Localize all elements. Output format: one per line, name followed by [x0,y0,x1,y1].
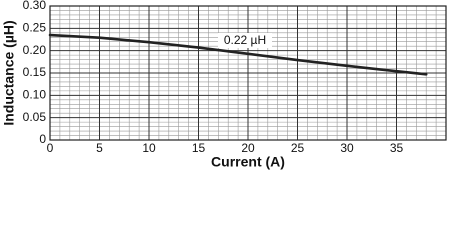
annotation-background [218,33,272,48]
x-tick-label: 15 [192,141,206,155]
chart: Current (A) Inductance (µH) 0 5 10 15 20 25 30… [1,0,447,170]
y-tick-label: 0.20 [23,43,47,57]
y-tick-label: 0.15 [23,65,47,79]
y-tick-label: 0 [39,132,46,146]
y-axis-title: Inductance (µH) [1,20,17,125]
plot-frame [49,5,447,141]
x-tick-label: 20 [241,141,255,155]
x-tick-label: 35 [390,141,404,155]
y-tick-label: 0.25 [23,21,47,35]
x-tick-label: 0 [47,141,54,155]
y-tick-label: 0.10 [23,88,47,102]
line-label: 0.22 µH [224,33,266,47]
x-tick-label: 25 [291,141,305,155]
y-tick-label: 0.30 [23,0,47,12]
y-tick-label: 0.05 [23,110,47,124]
x-tick-label: 30 [340,141,354,155]
x-tick-label: 10 [142,141,156,155]
x-tick-label: 5 [96,141,103,155]
data-line [48,33,428,76]
x-axis-title: Current (A) [211,154,285,170]
